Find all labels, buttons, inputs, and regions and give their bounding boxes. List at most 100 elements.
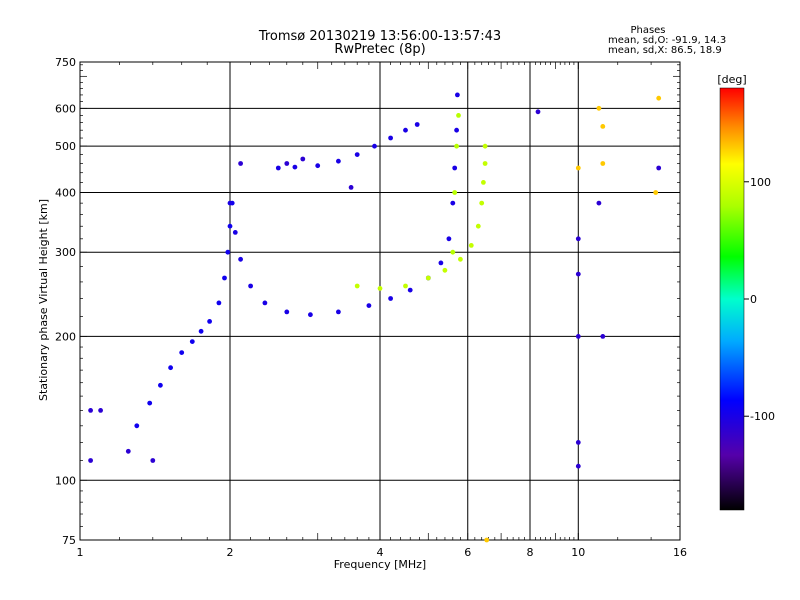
chart-subtitle: RwPretec (8p) [334,42,425,57]
colorbar-ticks: 100 0 -100 [744,176,775,423]
point-0-5 [189,339,195,344]
point-3-2 [403,283,408,289]
point-5-17 [656,165,662,171]
y-tick-labels: 75 100 200 300 400 500 600 750 [55,56,76,547]
point-2-4 [354,152,360,158]
x-tick-label-6: 16 [673,546,687,559]
chart-title: Tromsø 20130219 13:56:00-13:57:43 [258,29,501,44]
point-3-7 [475,223,481,229]
point-6-3 [653,190,659,195]
trace-5 [88,109,662,469]
point-5-5 [238,161,244,166]
point-6-0 [600,161,606,166]
point-5-9 [535,109,541,115]
x-tick-label-2: 4 [377,546,384,559]
point-4-0 [450,249,456,255]
point-1-13 [446,236,452,242]
point-1-5 [284,309,290,315]
point-4-3 [456,113,461,118]
point-1-6 [308,312,313,318]
minor-ticks [80,62,681,540]
point-6-1 [600,124,606,129]
y-tick-label-5: 500 [55,140,76,153]
point-1-15 [452,165,458,171]
stats-line-o: mean, sd,O: -91.9, 14.3 [608,35,726,46]
point-2-6 [388,135,393,141]
point-3-1 [377,286,383,291]
trace-4 [450,113,461,255]
point-4-2 [454,143,459,149]
point-2-5 [372,143,377,149]
point-0-9 [222,275,227,281]
point-5-16 [596,200,602,206]
point-2-8 [414,122,420,127]
point-0-11 [227,223,233,229]
point-5-1 [98,408,103,413]
point-5-4 [150,458,156,463]
point-3-5 [458,256,463,262]
point-1-14 [450,200,456,206]
point-3-10 [482,161,488,166]
point-3-4 [442,267,448,273]
point-1-16 [454,127,459,133]
grid-lines [80,62,680,540]
y-tick-label-1: 100 [55,474,76,487]
colorbar-tick-label-2: -100 [750,410,775,423]
trace-6 [484,95,662,543]
point-1-2 [238,256,244,262]
point-1-7 [336,309,341,315]
point-5-15 [600,334,606,339]
point-5-8 [348,185,354,190]
x-tick-label-3: 6 [464,546,471,559]
point-0-10 [225,249,231,255]
point-1-17 [455,92,460,98]
point-6-4 [656,95,662,101]
trace-1 [227,92,460,318]
point-1-10 [407,287,413,293]
point-5-14 [575,463,581,469]
point-1-8 [366,303,372,308]
colorbar-label: [deg] [717,73,746,86]
point-6-6 [484,537,490,543]
point-1-4 [262,300,268,306]
colorbar-gradient [719,87,745,511]
point-1-0 [227,200,233,206]
point-3-0 [354,283,360,289]
colorbar-tick-label-1: 0 [750,293,757,306]
point-1-3 [248,283,254,289]
y-tick-label-7: 750 [55,56,76,69]
point-1-1 [232,230,238,235]
point-0-7 [207,319,213,324]
point-6-5 [575,165,581,171]
data-points [88,92,662,543]
y-tick-label-2: 200 [55,330,76,343]
point-5-3 [125,448,131,454]
point-0-1 [147,400,153,406]
point-5-13 [575,440,581,445]
y-tick-label-3: 300 [55,246,76,259]
point-5-10 [575,236,581,242]
point-5-7 [300,156,306,162]
point-3-11 [482,143,488,149]
x-tick-label-0: 1 [77,546,84,559]
colorbar: [deg] 100 0 -100 [717,73,775,511]
point-2-3 [336,158,341,164]
point-6-2 [596,105,602,111]
point-2-1 [292,164,298,170]
y-tick-label-4: 400 [55,186,76,199]
point-3-8 [479,200,485,206]
point-1-12 [438,260,444,266]
y-axis-label: Stationary phase Virtual Height [km] [37,199,50,401]
stats-line-x: mean, sd,X: 86.5, 18.9 [608,45,722,56]
point-0-0 [134,423,140,429]
point-5-2 [88,458,93,463]
point-5-12 [575,334,581,339]
trace-2 [275,122,420,171]
point-0-3 [168,365,174,371]
point-2-2 [315,163,321,169]
trace-0 [134,200,235,429]
stats-block: Phases mean, sd,O: -91.9, 14.3 mean, sd,… [608,25,726,56]
point-3-6 [468,243,474,248]
x-tick-label-4: 8 [527,546,534,559]
